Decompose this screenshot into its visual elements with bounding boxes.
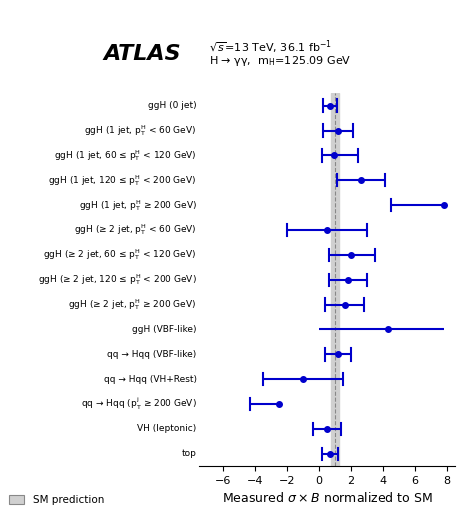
X-axis label: Measured $\sigma \times B$ normalized to SM: Measured $\sigma \times B$ normalized to… [222, 492, 432, 506]
Text: ggH (1 jet, p$_\mathrm{T}^\mathrm{H}$ < 60 GeV): ggH (1 jet, p$_\mathrm{T}^\mathrm{H}$ < … [84, 123, 197, 138]
Bar [331, 93, 339, 466]
Text: ggH (≥ 2 jet, p$_\mathrm{T}^\mathrm{H}$ < 60 GeV): ggH (≥ 2 jet, p$_\mathrm{T}^\mathrm{H}$ … [74, 223, 197, 237]
Text: ggH (1 jet, 120 ≤ p$_\mathrm{T}^\mathrm{H}$ < 200 GeV): ggH (1 jet, 120 ≤ p$_\mathrm{T}^\mathrm{… [48, 173, 197, 188]
Text: ggH (≥ 2 jet, p$_\mathrm{T}^\mathrm{H}$ ≥ 200 GeV): ggH (≥ 2 jet, p$_\mathrm{T}^\mathrm{H}$ … [68, 297, 197, 312]
Text: ggH (0 jet): ggH (0 jet) [148, 101, 197, 110]
Text: ATLAS: ATLAS [103, 45, 181, 64]
Text: qq → Hqq (VH+Rest): qq → Hqq (VH+Rest) [103, 375, 197, 384]
Text: qq → Hqq (VBF-like): qq → Hqq (VBF-like) [107, 350, 197, 359]
Text: ggH (≥ 2 jet, 120 ≤ p$_\mathrm{T}^\mathrm{H}$ < 200 GeV): ggH (≥ 2 jet, 120 ≤ p$_\mathrm{T}^\mathr… [38, 272, 197, 287]
Text: ggH (VBF-like): ggH (VBF-like) [132, 325, 197, 334]
Text: qq → Hqq (p$_\mathrm{T}^\mathrm{j}$ ≥ 200 GeV): qq → Hqq (p$_\mathrm{T}^\mathrm{j}$ ≥ 20… [81, 396, 197, 412]
Text: H → γγ,  m$_\mathrm{H}$=125.09 GeV: H → γγ, m$_\mathrm{H}$=125.09 GeV [209, 54, 351, 68]
Text: ggH (1 jet, 60 ≤ p$_\mathrm{T}^\mathrm{H}$ < 120 GeV): ggH (1 jet, 60 ≤ p$_\mathrm{T}^\mathrm{H… [54, 148, 197, 163]
Text: $\sqrt{s}$=13 TeV, 36.1 fb$^{-1}$: $\sqrt{s}$=13 TeV, 36.1 fb$^{-1}$ [209, 39, 332, 56]
Text: top: top [182, 449, 197, 458]
Legend: SM prediction: SM prediction [5, 491, 108, 510]
Text: ggH (≥ 2 jet, 60 ≤ p$_\mathrm{T}^\mathrm{H}$ < 120 GeV): ggH (≥ 2 jet, 60 ≤ p$_\mathrm{T}^\mathrm… [44, 248, 197, 262]
Text: VH (leptonic): VH (leptonic) [137, 424, 197, 434]
Text: ggH (1 jet, p$_\mathrm{T}^\mathrm{H}$ ≥ 200 GeV): ggH (1 jet, p$_\mathrm{T}^\mathrm{H}$ ≥ … [79, 198, 197, 212]
